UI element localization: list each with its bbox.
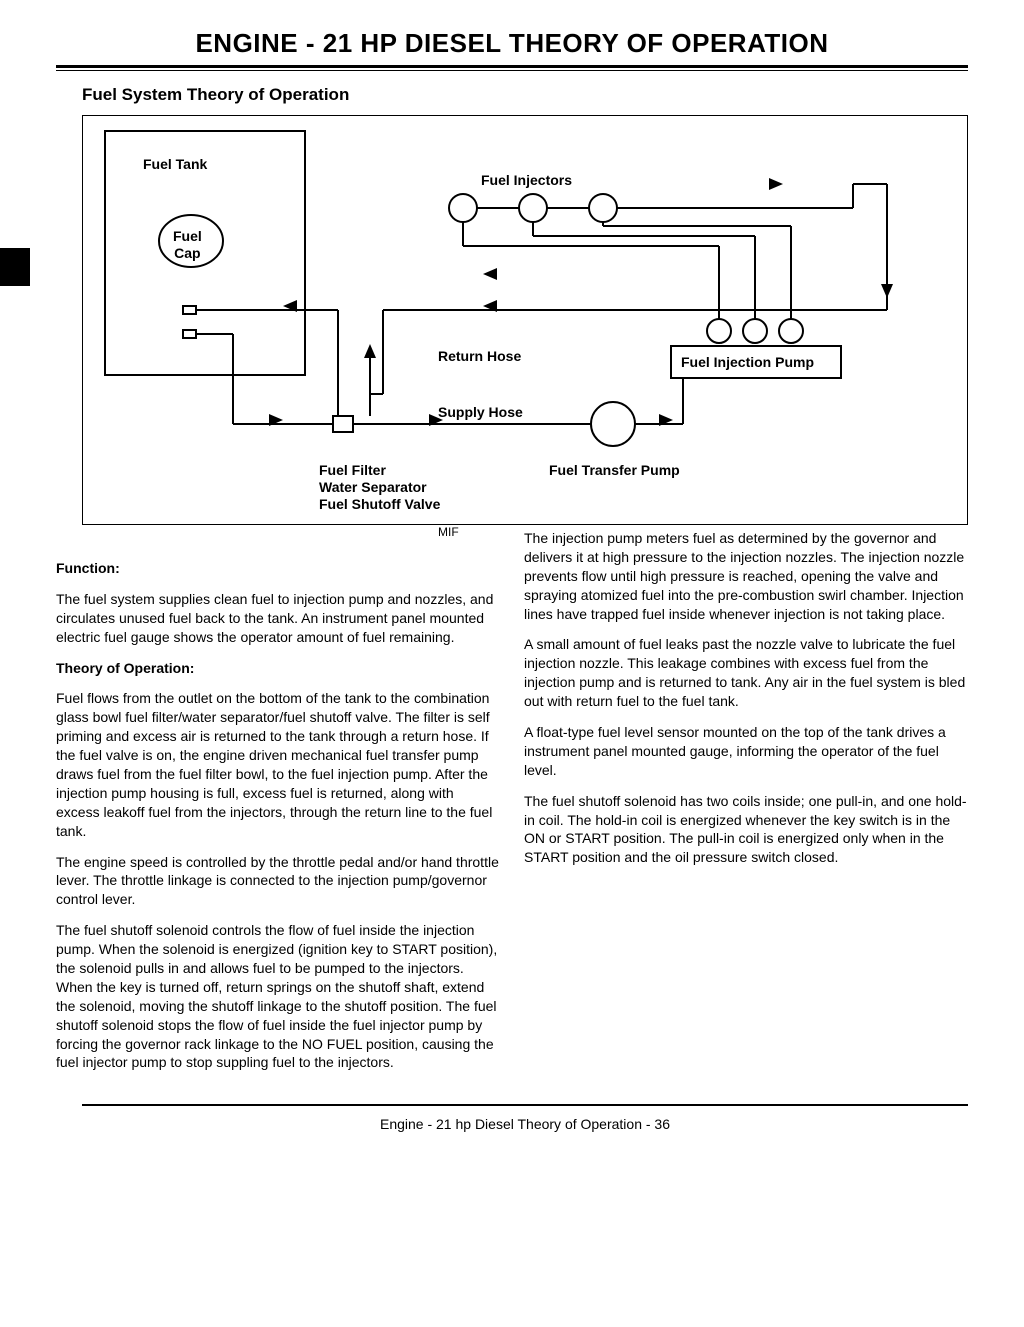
right-p1: The injection pump meters fuel as determ… xyxy=(524,529,968,623)
left-column: Function: The fuel system supplies clean… xyxy=(56,529,500,1084)
left-p2: The engine speed is controlled by the th… xyxy=(56,853,500,910)
function-heading: Function: xyxy=(56,559,500,578)
page-footer: Engine - 21 hp Diesel Theory of Operatio… xyxy=(82,1116,968,1132)
title-rule xyxy=(56,65,968,71)
fuel-system-diagram: Fuel Tank Fuel Cap Fuel Injectors Return… xyxy=(82,115,968,525)
label-fuel-tank: Fuel Tank xyxy=(143,156,207,173)
diagram-caption: MIF xyxy=(438,525,459,539)
right-column: The injection pump meters fuel as determ… xyxy=(524,529,968,1084)
footer-rule xyxy=(82,1104,968,1106)
label-filter-stack: Fuel Filter Water Separator Fuel Shutoff… xyxy=(319,462,440,512)
label-fuel-injection-pump: Fuel Injection Pump xyxy=(681,354,814,371)
label-fuel-transfer-pump: Fuel Transfer Pump xyxy=(549,462,680,479)
section-heading: Fuel System Theory of Operation xyxy=(82,85,968,105)
page-title: ENGINE - 21 HP DIESEL THEORY OF OPERATIO… xyxy=(56,28,968,59)
left-p3: The fuel shutoff solenoid controls the f… xyxy=(56,921,500,1072)
left-p1: Fuel flows from the outlet on the bottom… xyxy=(56,689,500,840)
label-supply-hose: Supply Hose xyxy=(438,404,523,421)
label-return-hose: Return Hose xyxy=(438,348,521,365)
theory-heading: Theory of Operation: xyxy=(56,659,500,678)
function-text: The fuel system supplies clean fuel to i… xyxy=(56,590,500,647)
side-tab xyxy=(0,248,30,286)
right-p3: A float-type fuel level sensor mounted o… xyxy=(524,723,968,780)
right-p4: The fuel shutoff solenoid has two coils … xyxy=(524,792,968,868)
label-fuel-injectors: Fuel Injectors xyxy=(481,172,572,189)
right-p2: A small amount of fuel leaks past the no… xyxy=(524,635,968,711)
label-fuel-cap: Fuel Cap xyxy=(173,228,202,262)
